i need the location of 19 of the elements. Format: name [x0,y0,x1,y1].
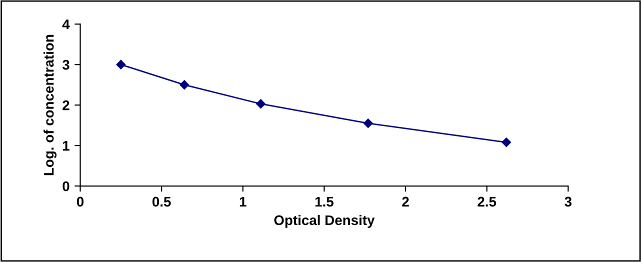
point [502,138,511,147]
x-tick-label: 2.5 [478,196,496,207]
point [364,118,373,128]
y-axis-title: Log. of concentration [44,34,57,176]
x-tick-label: 0.5 [152,196,171,207]
x-tick-label: 0 [76,196,84,207]
x-tick-label: 3 [564,196,572,207]
y-tick-label: 3 [62,60,70,70]
x-tick-label: 1 [240,196,246,206]
point [180,80,189,90]
x-tick-label: 2 [402,196,409,206]
y-tick-label: 4 [62,20,70,30]
y-tick-label: 2 [62,100,70,110]
x-axis-title: Optical Density [274,214,375,228]
point [116,60,126,70]
y-tick-label: 0 [62,181,70,192]
x-tick-label: 1.5 [315,196,334,207]
point [256,99,266,108]
y-tick-label: 1 [62,141,70,151]
